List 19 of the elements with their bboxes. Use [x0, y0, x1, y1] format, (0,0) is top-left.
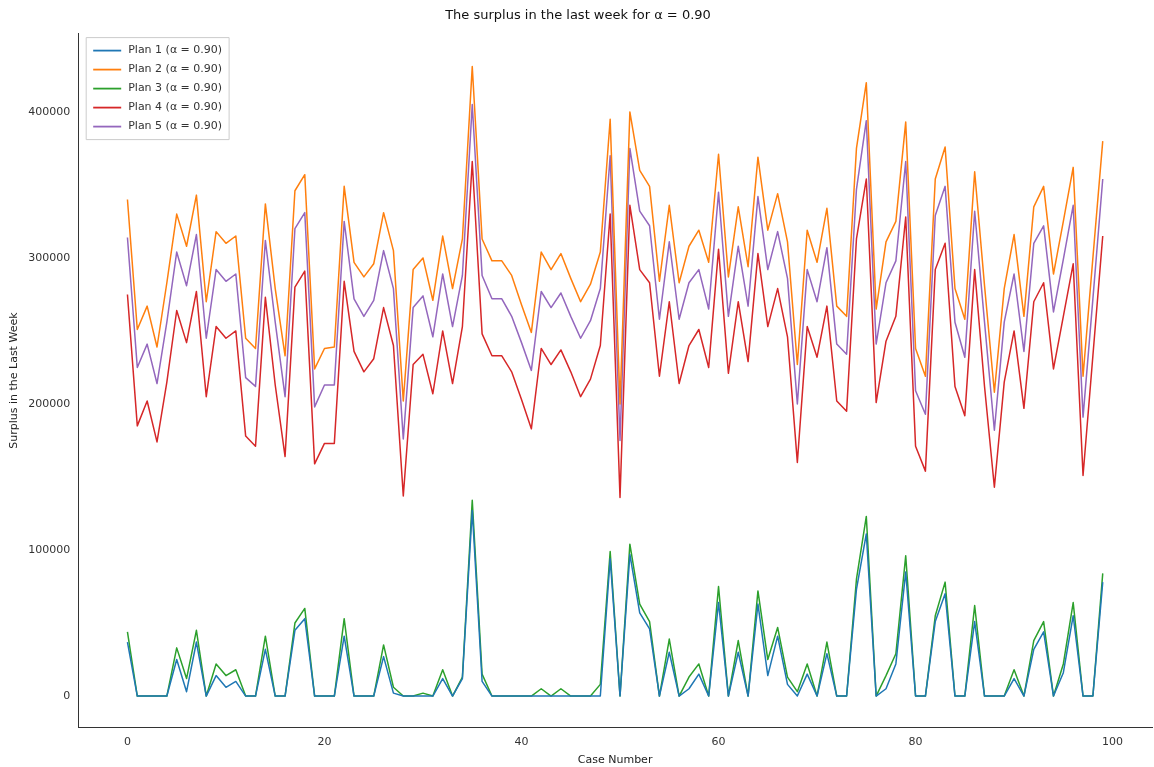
- x-tick-label: 0: [123, 735, 131, 749]
- y-tick-label: 300000: [28, 250, 71, 264]
- chart-title: The surplus in the last week for α = 0.90: [444, 7, 711, 23]
- y-tick-label: 400000: [28, 104, 71, 118]
- x-tick-label: 40: [514, 735, 529, 749]
- x-tick-label: 100: [1102, 735, 1124, 749]
- y-tick-label: 0: [63, 688, 71, 702]
- x-tick-label: 20: [317, 735, 332, 749]
- x-tick-label: 60: [711, 735, 726, 749]
- legend-label: Plan 4 (α = 0.90): [128, 100, 223, 114]
- legend-label: Plan 3 (α = 0.90): [128, 81, 223, 95]
- y-tick-label: 100000: [28, 542, 71, 556]
- legend-label: Plan 5 (α = 0.90): [128, 119, 223, 133]
- x-axis-title: Case Number: [577, 753, 653, 767]
- legend-label: Plan 1 (α = 0.90): [128, 43, 223, 57]
- y-axis-title: Surplus in the Last Week: [7, 311, 21, 449]
- y-tick-label: 200000: [28, 396, 71, 410]
- x-tick-label: 80: [908, 735, 923, 749]
- legend-label: Plan 2 (α = 0.90): [128, 62, 223, 76]
